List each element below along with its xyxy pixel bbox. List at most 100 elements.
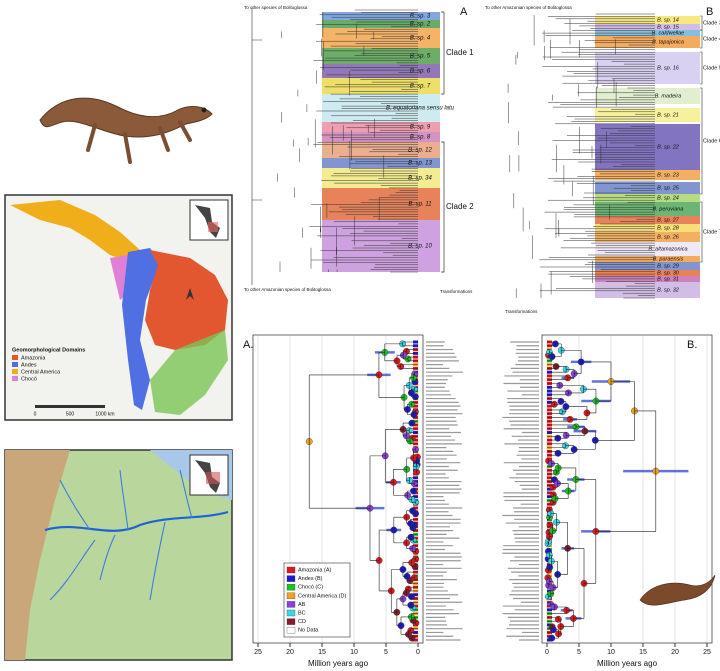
label: 15	[639, 649, 647, 656]
domains-map	[4, 194, 233, 421]
label: B. tapajonica	[652, 39, 684, 45]
taxon-band	[595, 282, 700, 298]
label: 5	[577, 649, 581, 656]
tributaries	[49, 469, 193, 601]
central-america	[10, 200, 140, 262]
taxon-band	[595, 108, 700, 122]
panel-frame	[541, 334, 713, 644]
taxon-band	[595, 232, 700, 242]
label: B. altamazonica	[648, 246, 687, 252]
taxon-band	[595, 216, 700, 224]
legend-swatch	[286, 566, 296, 574]
label: B. sp. 32	[657, 287, 679, 293]
label: B. sp. 16	[657, 65, 680, 71]
taxon-band	[322, 188, 440, 220]
salamander-photo	[39, 97, 213, 164]
label: B. sp. 8	[410, 135, 431, 141]
label: B. sp. 30	[657, 270, 680, 276]
label: B. sp. 5	[410, 54, 431, 60]
label: Clade 7	[703, 229, 720, 235]
tree-branches	[547, 341, 657, 641]
main-river	[44, 510, 229, 532]
label: B. sp. 11	[408, 202, 431, 208]
salamander-body	[39, 97, 213, 138]
label: B.	[687, 339, 697, 351]
label: B. sp. 22	[657, 144, 679, 150]
inset-highlight	[206, 472, 220, 484]
legend-swatch	[286, 601, 296, 608]
clade-bracket	[700, 29, 703, 49]
label: BC	[298, 610, 306, 616]
label: To other Amazonian species of Bolitoglos…	[244, 287, 331, 292]
taxon-band	[595, 52, 700, 84]
label: Andes	[21, 362, 37, 368]
label: Geomorphological Domains	[12, 347, 85, 353]
taxon-band	[595, 270, 700, 276]
clade-bracket	[441, 141, 445, 273]
label: Transformations	[440, 289, 473, 294]
label: B. madeira	[655, 93, 682, 99]
taxon-band	[595, 256, 700, 262]
clade-bracket	[700, 87, 703, 195]
label: B. equatoriana sensu latu	[386, 106, 455, 112]
label: 1000 km	[95, 411, 114, 417]
panel-frame	[252, 334, 424, 644]
label: B. sp. 12	[408, 148, 432, 154]
legend-swatch	[286, 575, 296, 582]
label: B. sp. 15	[657, 24, 680, 30]
taxon-band	[595, 124, 700, 170]
taxon-band	[322, 122, 440, 132]
label: Transformations	[505, 309, 538, 314]
label: B. sp. 24	[657, 195, 679, 201]
scale-bar	[35, 405, 105, 408]
label: 25	[254, 649, 262, 656]
label: 10	[607, 649, 615, 656]
label: B. sp. 14	[657, 17, 679, 23]
other-land	[150, 330, 228, 415]
salamander-eye	[201, 107, 207, 113]
legend-swatch	[12, 355, 18, 360]
legend-swatch	[12, 369, 18, 374]
label: To other Amazonian species of Bolitoglos…	[485, 5, 572, 10]
label: B. sp. 3	[410, 14, 431, 20]
amazonia	[145, 250, 228, 350]
salamander-inset	[639, 574, 716, 606]
label: B. paraensis	[653, 256, 684, 262]
salamander-legs	[86, 120, 192, 164]
label: 5	[384, 649, 388, 656]
legend-swatch	[12, 376, 18, 381]
label: 500	[66, 411, 75, 417]
clade-bracket	[700, 51, 703, 85]
label: B. sp. 4	[410, 36, 431, 42]
label: 20	[671, 649, 679, 656]
taxon-band	[322, 158, 440, 168]
root-branch	[251, 8, 262, 285]
label: Million years ago	[597, 659, 658, 668]
tree-branches	[277, 9, 418, 273]
label: Clade 1	[446, 48, 474, 57]
label: Central America (D)	[298, 593, 346, 599]
label: 15	[318, 649, 326, 656]
legend-swatch	[286, 584, 296, 591]
taxon-band	[322, 48, 440, 64]
label: Clade 6	[703, 138, 720, 144]
tree-branches	[308, 341, 418, 641]
label: Clade 2	[446, 202, 474, 211]
taxon-band	[322, 132, 440, 142]
taxon-band	[595, 262, 700, 270]
label: B. sp. 13	[408, 161, 432, 167]
label: B. sp. 34	[408, 176, 432, 182]
legend-swatch	[12, 362, 18, 367]
label: B. sp. 29	[657, 263, 679, 269]
clade-bracket	[700, 201, 703, 263]
label: 0	[34, 411, 37, 417]
label: B. sp. 23	[657, 172, 680, 178]
label: 20	[286, 649, 294, 656]
label: A	[460, 6, 468, 18]
label: B. sp. 27	[657, 217, 680, 223]
label: B. sp. 28	[657, 225, 680, 231]
label: B	[706, 6, 713, 18]
label: 10	[350, 649, 358, 656]
label: B. sp. 10	[408, 244, 432, 250]
